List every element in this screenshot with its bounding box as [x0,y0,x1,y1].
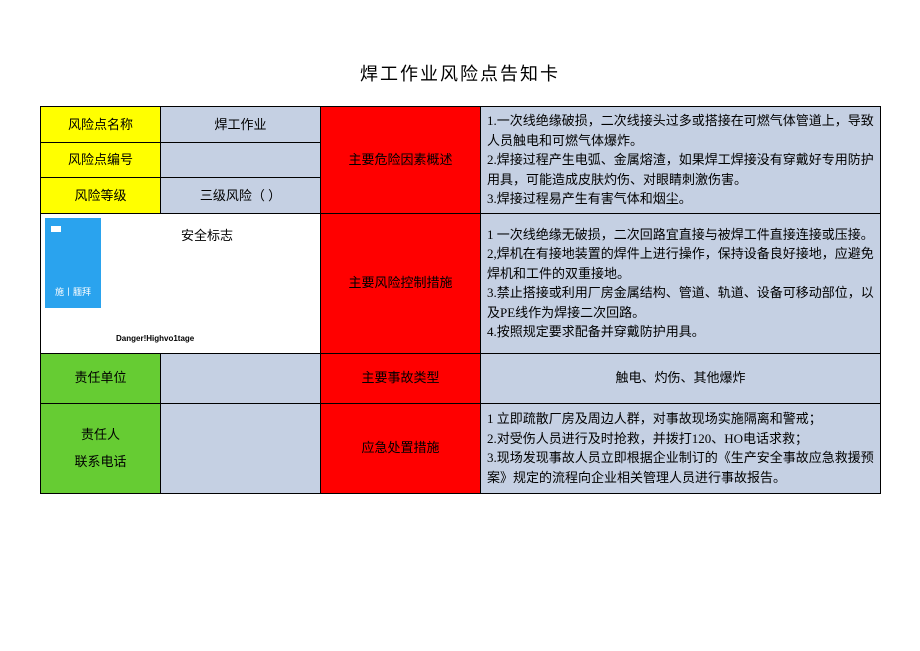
table-row: 安全标志 施丨腼拜 Danger!Highvo1tage 主要风险控制措施 1 … [41,213,881,353]
document-title: 焊工作业风险点告知卡 [40,60,880,86]
sign-box-text: 施丨腼拜 [55,286,91,300]
value-risk-name: 焊工作业 [161,107,321,143]
value-control-measures: 1 一次线绝缘无破损，二次回路宜直接与被焊工件直接连接或压接。 2,焊机在有接地… [481,213,881,353]
value-risk-level: 三级风险（ ） [161,178,321,214]
table-row: 风险点名称 焊工作业 主要危险因素概述 1.一次线绝缘破损，二次线接头过多或搭接… [41,107,881,143]
page-container: 焊工作业风险点告知卡 风险点名称 焊工作业 主要危险因素概述 1.一次线绝缘破损… [0,0,920,651]
label-responsible-person: 责任人 [81,425,120,445]
label-control-measures: 主要风险控制措施 [321,213,481,353]
value-accident-type: 触电、灼伤、其他爆炸 [481,353,881,403]
value-emergency: 1 立即疏散厂房及周边人群，对事故现场实施隔离和警戒； 2.对受伤人员进行及时抢… [481,403,881,493]
label-contact-phone: 联系电话 [74,452,126,472]
label-risk-name: 风险点名称 [41,107,161,143]
table-row: 责任单位 主要事故类型 触电、灼伤、其他爆炸 [41,353,881,403]
label-accident-type: 主要事故类型 [321,353,481,403]
safety-sign-container: 安全标志 施丨腼拜 Danger!Highvo1tage [41,214,320,353]
value-responsible-unit [161,353,321,403]
value-responsible-person [161,403,321,493]
safety-sign-label: 安全标志 [181,226,233,246]
label-responsible-person-phone: 责任人 联系电话 [41,403,161,493]
label-responsible-unit: 责任单位 [41,353,161,403]
danger-text: Danger!Highvo1tage [116,333,194,345]
table-row: 责任人 联系电话 应急处置措施 1 立即疏散厂房及周边人群，对事故现场实施隔离和… [41,403,881,493]
sign-inner-white [51,226,61,232]
label-risk-level: 风险等级 [41,178,161,214]
value-risk-id [161,142,321,178]
label-hazard-summary: 主要危险因素概述 [321,107,481,214]
label-emergency: 应急处置措施 [321,403,481,493]
safety-sign-cell: 安全标志 施丨腼拜 Danger!Highvo1tage [41,213,321,353]
label-risk-id: 风险点编号 [41,142,161,178]
sign-box-icon: 施丨腼拜 [45,218,101,308]
risk-card-table: 风险点名称 焊工作业 主要危险因素概述 1.一次线绝缘破损，二次线接头过多或搭接… [40,106,881,494]
value-hazard-summary: 1.一次线绝缘破损，二次线接头过多或搭接在可燃气体管道上，导致人员触电和可燃气体… [481,107,881,214]
